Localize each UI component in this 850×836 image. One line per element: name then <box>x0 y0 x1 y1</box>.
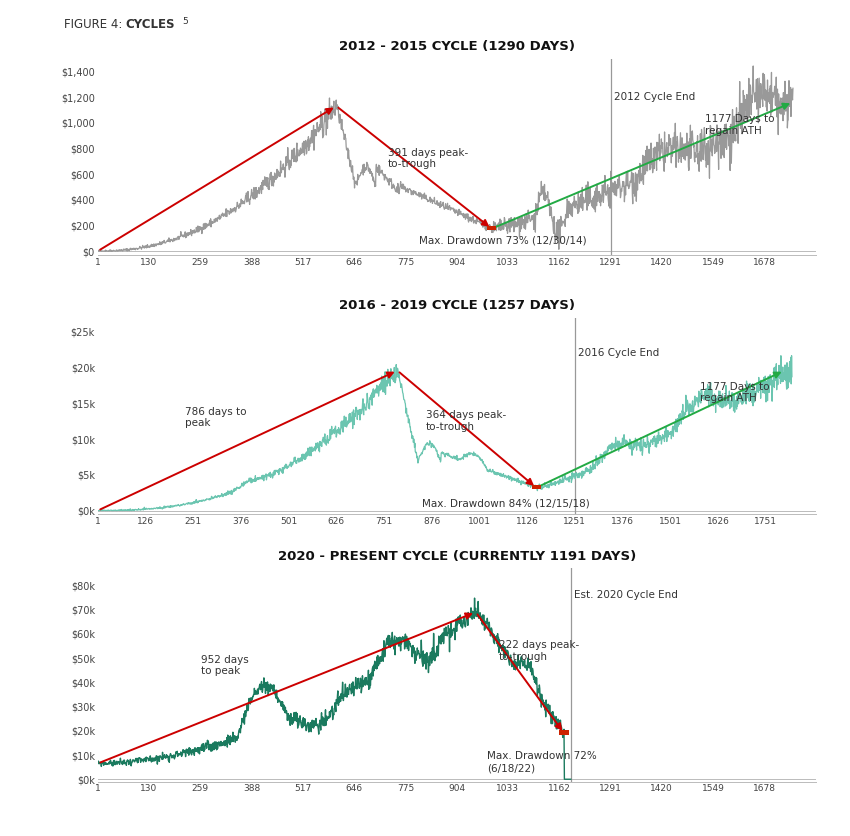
Text: 2016 Cycle End: 2016 Cycle End <box>578 349 660 359</box>
Title: 2020 - PRESENT CYCLE (CURRENTLY 1191 DAYS): 2020 - PRESENT CYCLE (CURRENTLY 1191 DAY… <box>278 550 636 563</box>
Text: 1177 Days to
regain ATH: 1177 Days to regain ATH <box>700 382 770 404</box>
Text: 391 days peak-
to-trough: 391 days peak- to-trough <box>388 148 468 170</box>
Bar <box>559 730 569 735</box>
Text: 786 days to
peak: 786 days to peak <box>185 407 246 429</box>
Bar <box>531 485 541 489</box>
Text: Max. Drawdown 73% (12/30/14): Max. Drawdown 73% (12/30/14) <box>419 236 587 246</box>
Bar <box>487 226 496 230</box>
Text: Max. Drawdown 84% (12/15/18): Max. Drawdown 84% (12/15/18) <box>422 498 590 508</box>
Text: CYCLES: CYCLES <box>126 18 175 32</box>
Text: Est. 2020 Cycle End: Est. 2020 Cycle End <box>575 590 678 600</box>
Title: 2016 - 2019 CYCLE (1257 DAYS): 2016 - 2019 CYCLE (1257 DAYS) <box>339 299 575 313</box>
Title: 2012 - 2015 CYCLE (1290 DAYS): 2012 - 2015 CYCLE (1290 DAYS) <box>339 40 575 54</box>
Text: 222 days peak-
to-trough: 222 days peak- to-trough <box>499 640 579 661</box>
Text: 364 days peak-
to-trough: 364 days peak- to-trough <box>426 410 506 432</box>
Text: 1177 Days to
regain ATH: 1177 Days to regain ATH <box>706 115 775 136</box>
Text: 952 days
to peak: 952 days to peak <box>201 655 248 676</box>
Text: 2012 Cycle End: 2012 Cycle End <box>614 92 695 102</box>
Text: FIGURE 4:: FIGURE 4: <box>64 18 126 32</box>
Text: 5: 5 <box>182 17 188 26</box>
Text: Max. Drawdown 72%
(6/18/22): Max. Drawdown 72% (6/18/22) <box>487 752 597 773</box>
